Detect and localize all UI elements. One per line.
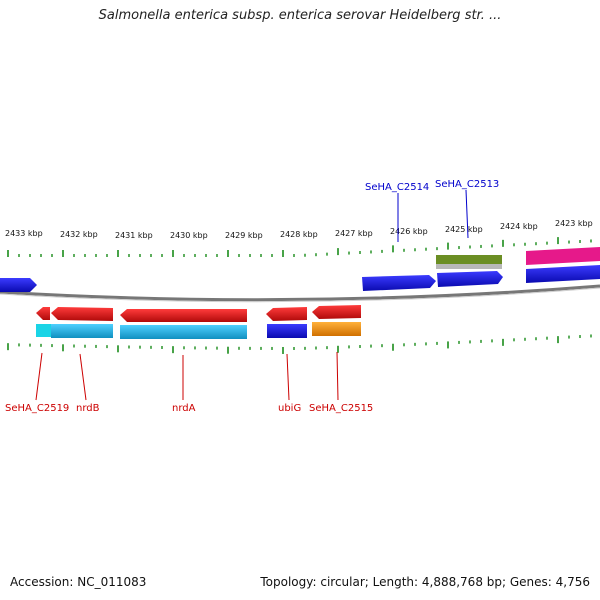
gene-reverse-nrdb[interactable] bbox=[51, 307, 113, 321]
gene-label-sehac2513[interactable]: SeHA_C2513 bbox=[435, 179, 499, 190]
gene-olive-track-shadow bbox=[436, 264, 502, 269]
accession-label: Accession: bbox=[10, 575, 74, 589]
gene-reverse-nrda[interactable] bbox=[120, 309, 247, 322]
scale-label: 2432 kbp bbox=[60, 230, 98, 239]
gene-reverse-ubig[interactable] bbox=[266, 307, 307, 321]
gene-cyan-sehac2519[interactable] bbox=[36, 324, 51, 337]
gene-label-nrda[interactable]: nrdA bbox=[172, 403, 196, 414]
gene-forward-right[interactable] bbox=[526, 265, 600, 283]
scale-label: 2424 kbp bbox=[500, 222, 538, 231]
leader-line bbox=[465, 189, 469, 239]
leader-line bbox=[336, 351, 339, 401]
gene-pink-track[interactable] bbox=[526, 247, 600, 265]
lower-scale-ticks bbox=[7, 334, 592, 354]
leader-line bbox=[79, 353, 87, 401]
scale-label: 2425 kbp bbox=[445, 225, 483, 234]
gene-label-ubig[interactable]: ubiG bbox=[278, 403, 301, 414]
scale-label: 2430 kbp bbox=[170, 231, 208, 240]
genome-backbone-highlight bbox=[0, 287, 600, 303]
upper-scale-ticks bbox=[7, 237, 592, 257]
scale-label: 2427 kbp bbox=[335, 229, 373, 238]
scale-label: 2429 kbp bbox=[225, 231, 263, 240]
gene-olive-track[interactable] bbox=[436, 255, 502, 264]
scale-label: 2431 kbp bbox=[115, 231, 153, 240]
gene-cyan-nrda[interactable] bbox=[120, 325, 247, 339]
gene-orange-sehac2515[interactable] bbox=[312, 322, 361, 336]
scale-label: 2423 kbp bbox=[555, 219, 593, 228]
gene-cyan-nrdb[interactable] bbox=[51, 324, 113, 338]
gene-label-nrdb[interactable]: nrdB bbox=[76, 403, 100, 414]
accession-info: Accession: NC_011083 bbox=[10, 575, 146, 589]
scale-label: 2433 kbp bbox=[5, 229, 43, 238]
accession-value: NC_011083 bbox=[77, 575, 147, 589]
gene-forward-sehac2514[interactable] bbox=[362, 275, 436, 291]
gene-reverse-sehac2519[interactable] bbox=[36, 307, 50, 320]
gene-forward-left[interactable] bbox=[0, 278, 37, 292]
gene-label-sehac2514[interactable]: SeHA_C2514 bbox=[365, 182, 429, 193]
genome-backbone bbox=[0, 284, 600, 302]
gene-forward-sehac2513[interactable] bbox=[437, 271, 503, 287]
leader-line bbox=[286, 353, 290, 401]
gene-reverse-sehac2515[interactable] bbox=[312, 305, 361, 319]
gene-label-sehac2519[interactable]: SeHA_C2519 bbox=[5, 403, 69, 414]
leader-line bbox=[35, 352, 43, 401]
map-title: Salmonella enterica subsp. enterica sero… bbox=[98, 8, 502, 23]
topology-info: Topology: circular; Length: 4,888,768 bp… bbox=[260, 575, 590, 589]
scale-label: 2428 kbp bbox=[280, 230, 318, 239]
gene-blue-ubig[interactable] bbox=[267, 324, 307, 338]
scale-label: 2426 kbp bbox=[390, 227, 428, 236]
gene-label-sehac2515[interactable]: SeHA_C2515 bbox=[309, 403, 373, 414]
